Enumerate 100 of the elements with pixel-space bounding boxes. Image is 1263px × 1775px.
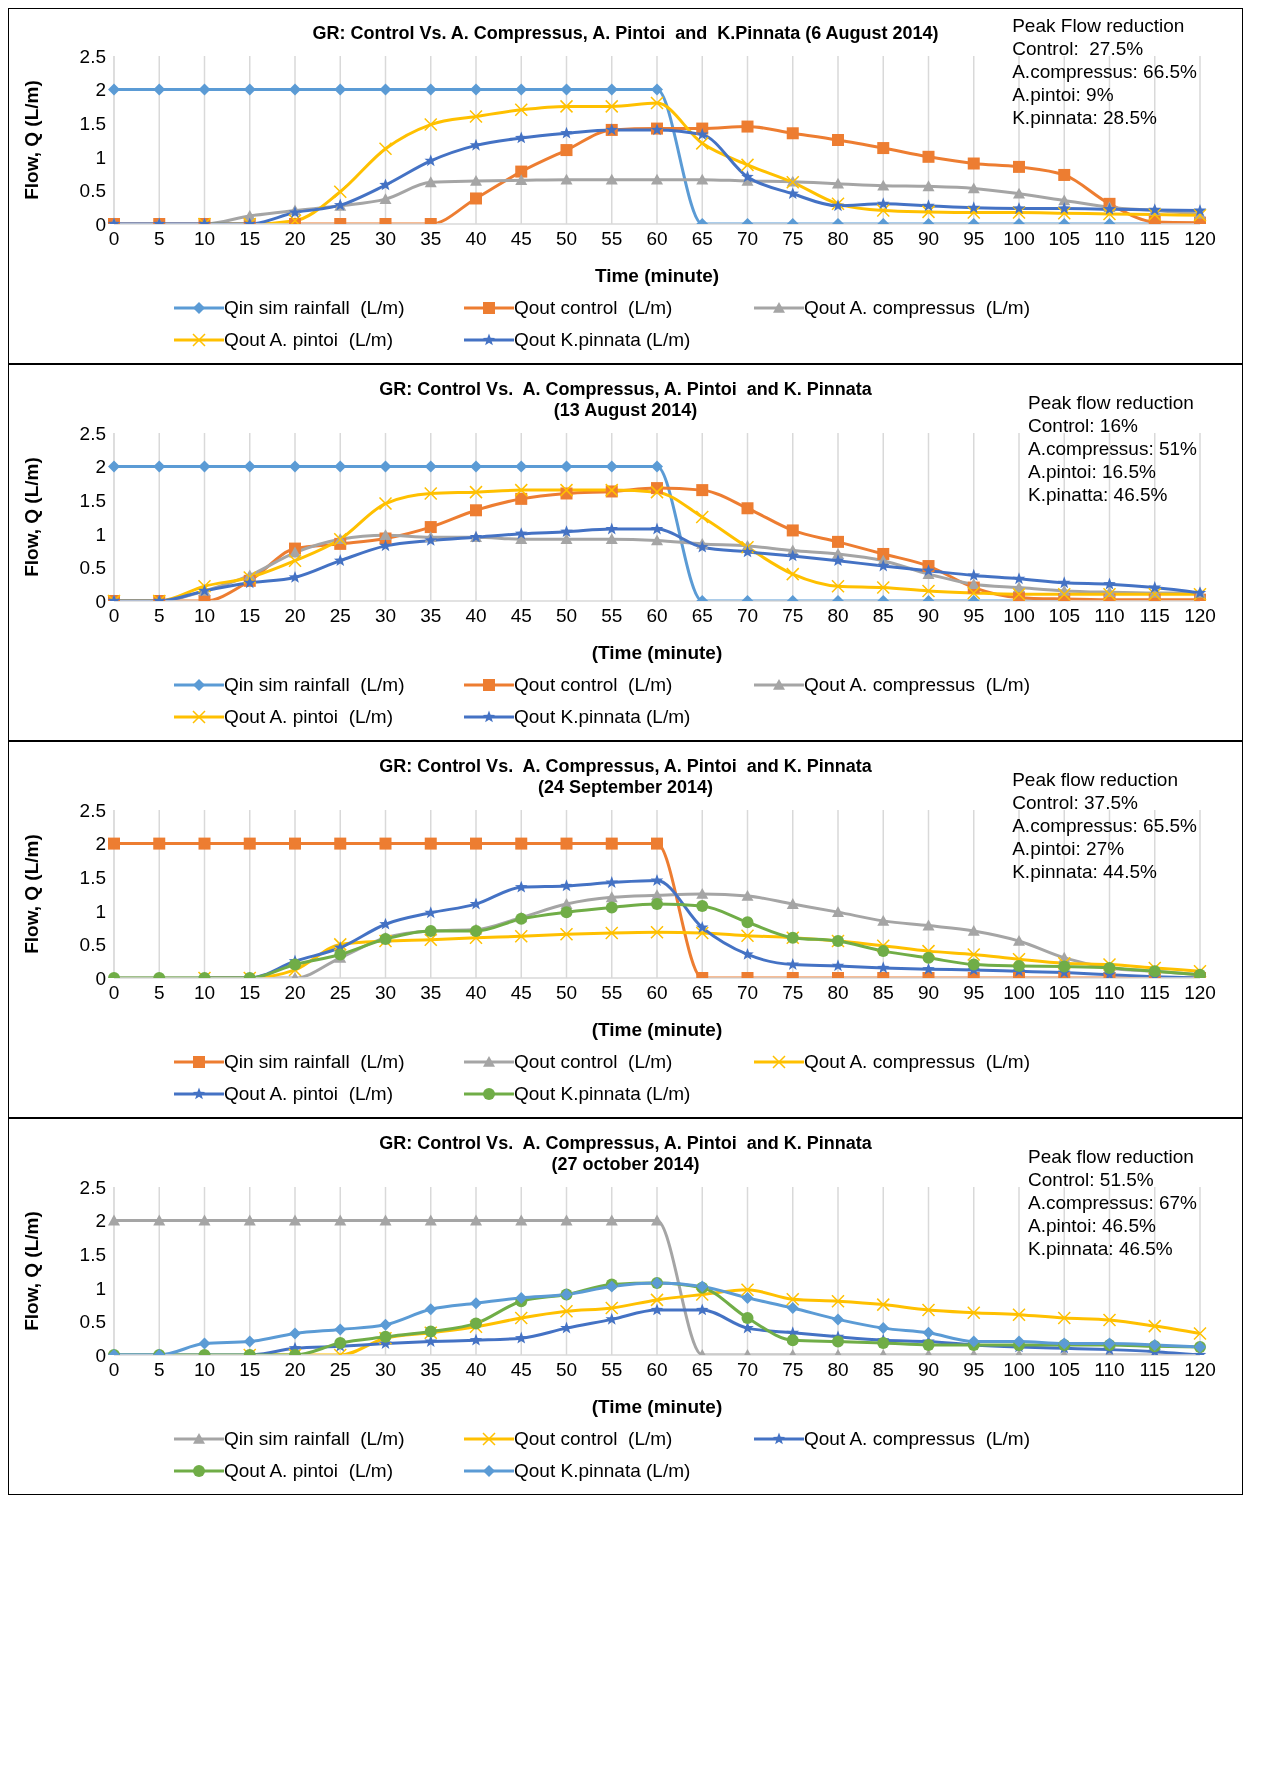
x-tick-label: 30 — [374, 605, 397, 627]
x-tick-label: 35 — [420, 982, 442, 1004]
y-tick-label: 1.5 — [79, 866, 106, 888]
y-tick-label: 0.5 — [79, 934, 106, 956]
x-tick-label: 115 — [1139, 982, 1170, 1004]
legend-label: Qout A. pintoi (L/m) — [224, 1460, 393, 1482]
legend-label: Qout A. compressus (L/m) — [804, 674, 1030, 696]
x-tick-label: 85 — [872, 982, 894, 1004]
x-tick-label: 100 — [1003, 1359, 1035, 1381]
x-tick-label: 40 — [465, 982, 487, 1004]
y-tick-label: 1.5 — [79, 1243, 106, 1265]
x-tick-label: 25 — [329, 982, 351, 1004]
y-axis-title: Flow, Q (L/m) — [20, 834, 42, 954]
x-tick-label: 85 — [872, 605, 894, 627]
y-tick-label: 2 — [95, 1210, 106, 1232]
x-tick-label: 120 — [1184, 605, 1216, 627]
x-tick-label: 40 — [465, 1359, 487, 1381]
legend-label: Qin sim rainfall (L/m) — [224, 1051, 405, 1073]
x-tick-label: 20 — [284, 982, 306, 1004]
x-tick-label: 110 — [1094, 605, 1125, 627]
x-tick-label: 75 — [782, 605, 804, 627]
annotation: Control: 27.5% — [1012, 37, 1145, 60]
chart-subtitle: (13 August 2014) — [553, 400, 698, 420]
x-tick-label: 80 — [827, 1359, 849, 1381]
x-tick-label: 50 — [555, 1359, 578, 1381]
annotation: A.compressus: 65.5% — [1012, 814, 1197, 837]
y-tick-label: 2 — [95, 456, 106, 478]
legend-label: Qout A. pintoi (L/m) — [224, 706, 393, 728]
x-tick-label: 35 — [420, 228, 442, 250]
x-tick-label: 110 — [1094, 982, 1125, 1004]
y-tick-label: 0 — [95, 590, 106, 612]
x-tick-label: 35 — [420, 605, 442, 627]
x-tick-label: 105 — [1048, 982, 1081, 1004]
y-tick-label: 2 — [95, 833, 106, 855]
x-tick-label: 20 — [284, 605, 306, 627]
x-tick-label: 65 — [691, 228, 713, 250]
x-tick-label: 115 — [1139, 228, 1170, 250]
x-tick-label: 70 — [736, 228, 759, 250]
x-tick-label: 55 — [601, 1359, 623, 1381]
x-tick-label: 80 — [827, 605, 849, 627]
y-tick-label: 1.5 — [79, 112, 106, 134]
x-tick-label: 70 — [736, 982, 759, 1004]
x-tick-label: 95 — [963, 228, 985, 250]
x-tick-label: 55 — [601, 605, 623, 627]
x-axis-title: Time (minute) — [594, 265, 720, 286]
y-tick-label: 0.5 — [79, 180, 106, 202]
x-tick-label: 35 — [420, 1359, 442, 1381]
y-tick-label: 0.5 — [79, 557, 106, 579]
x-tick-label: 30 — [374, 228, 397, 250]
x-tick-label: 5 — [153, 605, 165, 627]
x-tick-label: 105 — [1048, 1359, 1081, 1381]
annotation: A.pintoi: 46.5% — [1028, 1214, 1157, 1237]
chart-title: GR: Control Vs. A. Compressus, A. Pintoi and K. Pinnata — [379, 756, 872, 776]
x-tick-label: 75 — [782, 228, 804, 250]
x-tick-label: 90 — [917, 228, 940, 250]
annotation: A.pintoi: 9% — [1012, 83, 1115, 106]
y-tick-label: 0 — [95, 967, 106, 989]
legend-label: Qout K.pinnata (L/m) — [514, 1460, 691, 1482]
x-tick-label: 50 — [555, 228, 578, 250]
x-tick-label: 45 — [510, 228, 532, 250]
y-tick-label: 2.5 — [79, 422, 106, 444]
legend-label: Qout K.pinnata (L/m) — [514, 706, 691, 728]
x-tick-label: 10 — [193, 228, 216, 250]
x-tick-label: 5 — [153, 228, 165, 250]
x-tick-label: 20 — [284, 228, 306, 250]
x-tick-label: 110 — [1094, 1359, 1125, 1381]
x-tick-label: 105 — [1048, 228, 1081, 250]
x-tick-label: 15 — [239, 605, 261, 627]
x-tick-label: 120 — [1184, 228, 1216, 250]
x-tick-label: 55 — [601, 228, 623, 250]
x-tick-label: 40 — [465, 228, 487, 250]
y-tick-label: 2.5 — [79, 1176, 106, 1198]
chart-subtitle: (24 September 2014) — [537, 777, 714, 797]
y-tick-label: 1 — [95, 146, 106, 168]
x-tick-label: 95 — [963, 605, 985, 627]
y-tick-label: 1 — [95, 523, 106, 545]
legend-label: Qout A. pintoi (L/m) — [224, 329, 393, 351]
chart-title: GR: Control Vs. A. Compressus, A. Pintoi and K.Pinnata (6 August 2014) — [312, 23, 939, 43]
x-tick-label: 95 — [963, 1359, 985, 1381]
x-tick-label: 45 — [510, 605, 532, 627]
x-tick-label: 10 — [193, 605, 216, 627]
x-tick-label: 110 — [1094, 228, 1125, 250]
text: Peak Flow reduction — [1012, 14, 1186, 37]
x-tick-label: 100 — [1003, 228, 1035, 250]
x-tick-label: 105 — [1048, 605, 1081, 627]
x-axis-title: (Time (minute) — [591, 1019, 723, 1040]
x-tick-label: 65 — [691, 1359, 713, 1381]
y-tick-label: 2.5 — [79, 799, 106, 821]
x-tick-label: 65 — [691, 982, 713, 1004]
x-tick-label: 30 — [374, 1359, 397, 1381]
x-tick-label: 90 — [917, 982, 940, 1004]
annotation: A.compressus: 66.5% — [1012, 60, 1197, 83]
x-tick-label: 70 — [736, 1359, 759, 1381]
x-tick-label: 115 — [1139, 1359, 1170, 1381]
legend-label: Qout control (L/m) — [514, 297, 673, 319]
annotation: K.pinnata: 28.5% — [1012, 106, 1158, 129]
x-tick-label: 80 — [827, 228, 849, 250]
x-tick-label: 20 — [284, 1359, 306, 1381]
x-tick-label: 25 — [329, 1359, 351, 1381]
annotation: K.pinnata: 46.5% — [1028, 1237, 1174, 1260]
